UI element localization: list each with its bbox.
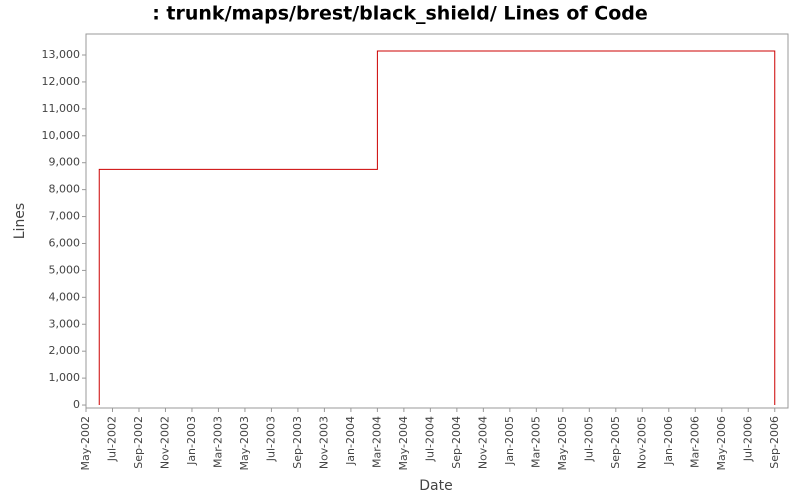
x-tick-label: Jul-2005 [582, 416, 595, 462]
x-tick-label: Mar-2003 [211, 416, 224, 468]
plot-area [85, 33, 789, 409]
x-tick-label: May-2005 [556, 416, 569, 471]
x-tick-label: Nov-2003 [317, 416, 330, 469]
x-tick-label: Jan-2005 [503, 416, 516, 466]
chart-title: : trunk/maps/brest/black_shield/ Lines o… [152, 3, 648, 25]
y-tick-label: 2,000 [49, 344, 81, 357]
x-axis-label: Date [419, 478, 452, 494]
y-tick-label: 8,000 [49, 183, 81, 196]
x-tick-label: Mar-2005 [529, 416, 542, 468]
x-tick-label: Sep-2004 [450, 416, 463, 469]
y-tick-label: 6,000 [49, 236, 81, 249]
y-tick-label: 11,000 [42, 102, 81, 115]
x-tick-label: Nov-2002 [158, 416, 171, 469]
x-tick-label: Nov-2005 [635, 416, 648, 469]
data-line [98, 50, 776, 406]
x-tick-label: May-2006 [715, 416, 728, 471]
x-tick-label: May-2003 [238, 416, 251, 471]
y-tick-label: 5,000 [49, 263, 81, 276]
x-tick-label: May-2004 [397, 416, 410, 471]
y-tick-label: 13,000 [42, 48, 81, 61]
x-tick-label: Jul-2004 [423, 416, 436, 462]
x-tick-label: Sep-2005 [609, 416, 622, 469]
x-tick-label: Mar-2004 [370, 416, 383, 468]
y-tick-label: 12,000 [42, 75, 81, 88]
y-tick-label: 1,000 [49, 371, 81, 384]
y-tick-label: 4,000 [49, 290, 81, 303]
y-tick-label: 9,000 [49, 156, 81, 169]
x-tick-label: Jul-2002 [105, 416, 118, 462]
y-axis-label: Lines [12, 203, 28, 239]
x-tick-label: Jan-2004 [344, 416, 357, 466]
x-tick-label: Jan-2003 [185, 416, 198, 466]
y-tick-label: 3,000 [49, 317, 81, 330]
x-tick-label: Sep-2006 [768, 416, 781, 469]
x-tick-label: May-2002 [79, 416, 92, 471]
x-tick-label: Jul-2003 [264, 416, 277, 462]
y-tick-label: 0 [73, 398, 80, 411]
y-tick-label: 7,000 [49, 210, 81, 223]
x-tick-label: Sep-2003 [291, 416, 304, 469]
x-tick-label: Jul-2006 [741, 416, 754, 462]
x-tick-label: Mar-2006 [688, 416, 701, 468]
y-tick-label: 10,000 [42, 129, 81, 142]
x-tick-label: Nov-2004 [476, 416, 489, 469]
x-tick-label: Jan-2006 [662, 416, 675, 466]
x-tick-label: Sep-2002 [132, 416, 145, 469]
